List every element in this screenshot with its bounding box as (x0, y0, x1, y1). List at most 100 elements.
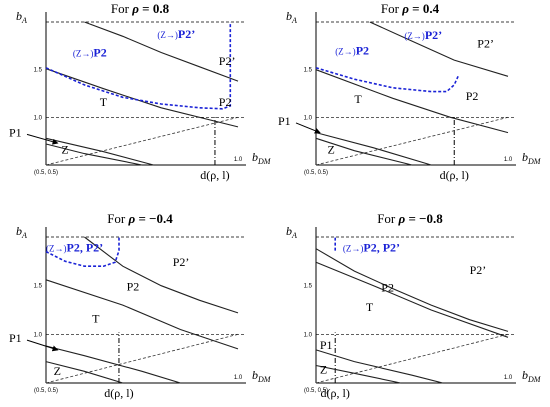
title-rho-value: = 0.4 (409, 1, 440, 16)
series-line (45, 361, 123, 384)
series-line (45, 68, 239, 128)
origin-label: (0.5, 0.5) (304, 170, 328, 176)
region-label: P2’ (470, 263, 487, 277)
p1-arrow (26, 339, 59, 352)
p1-label: P1 (320, 338, 333, 352)
title-rho: ρ (398, 211, 406, 226)
p1-arrow (295, 122, 321, 134)
title-prefix: For (381, 1, 402, 16)
series-line (45, 137, 154, 166)
d-threshold-label: d(ρ, l) (104, 386, 133, 400)
region-label: Z (320, 362, 327, 376)
title-rho: ρ (128, 211, 136, 226)
x-axis-label: bDM (252, 368, 272, 384)
region-label: Z (328, 143, 335, 157)
chart-panel: For ρ = −0.4 bA bDM 1.0 1.5 (0.5, 0.5) 1.0 d(ρ,… (9, 211, 272, 400)
x-axis-label: bDM (522, 368, 542, 384)
x-axis-label: bDM (522, 150, 542, 166)
region-label: Z (54, 364, 61, 378)
origin-label: (0.5, 0.5) (34, 388, 58, 394)
p1-label: P1 (9, 331, 22, 345)
series-line (45, 237, 120, 268)
y-axis-label: bA (16, 9, 27, 25)
region-label: P2’ (173, 255, 190, 269)
series-line (315, 116, 509, 166)
series-line (84, 21, 239, 82)
title-rho-value: = −0.4 (135, 211, 173, 226)
x-tick-label: 1.0 (234, 375, 243, 381)
p1-arrow (26, 133, 59, 145)
y-tick-label: 1.5 (34, 284, 43, 290)
series-line (315, 261, 509, 338)
title-rho-value: = −0.8 (405, 211, 443, 226)
x-tick-label: 1.0 (504, 375, 513, 381)
series-line (315, 69, 509, 134)
y-tick-label: 1.5 (34, 68, 43, 74)
x-tick-label: 1.0 (504, 157, 513, 163)
region-label: P2’ (477, 37, 494, 51)
region-label: P2 (219, 95, 232, 109)
origin-label: (0.5, 0.5) (304, 388, 328, 394)
y-axis-label: bA (16, 224, 27, 240)
title-rho: ρ (131, 1, 139, 16)
series-line (315, 364, 401, 384)
d-threshold-label: d(ρ, l) (440, 168, 469, 182)
series-line (45, 116, 239, 166)
blue-region-label: (Z→)P2, P2’ (343, 241, 400, 255)
y-axis-label: bA (286, 9, 297, 25)
origin-label: (0.5, 0.5) (34, 170, 58, 176)
title-prefix: For (107, 211, 128, 226)
series-line (315, 137, 413, 166)
series-line (315, 67, 459, 93)
region-label: P2 (381, 281, 394, 295)
chart-title: For ρ = −0.8 (377, 211, 443, 226)
p1-label: P1 (278, 114, 291, 128)
region-label: P2 (466, 89, 479, 103)
region-label: T (354, 92, 362, 106)
chart-panel: For ρ = −0.8 bA bDM 1.0 1.5 (0.5, 0.5) 1.0 d(ρ,… (286, 211, 542, 400)
chart-title: For ρ = 0.4 (381, 1, 440, 16)
region-label: P2 (127, 280, 140, 294)
y-tick-label: 1.0 (304, 332, 313, 338)
chart-panel: For ρ = 0.8 bA bDM 1.0 1.5 (0.5, 0.5) 1.0 d(ρ, … (9, 1, 272, 182)
x-axis-label: bDM (252, 150, 272, 166)
y-tick-label: 1.0 (34, 332, 43, 338)
title-rho-value: = 0.8 (139, 1, 170, 16)
title-prefix: For (111, 1, 132, 16)
chart-panel: For ρ = 0.4 bA bDM 1.0 1.5 (0.5, 0.5) 1.0 d(ρ, … (278, 1, 542, 182)
blue-region-label: (Z→)P2 (73, 45, 107, 59)
series-line (45, 279, 239, 350)
series-line (84, 236, 239, 314)
y-tick-label: 1.5 (304, 68, 313, 74)
series-line (315, 132, 432, 166)
series-line (369, 21, 509, 77)
y-axis-label: bA (286, 224, 297, 240)
region-label: T (366, 300, 374, 314)
title-prefix: For (377, 211, 398, 226)
d-threshold-label: d(ρ, l) (200, 168, 229, 182)
y-tick-label: 1.0 (34, 115, 43, 121)
d-threshold-label: d(ρ, l) (321, 386, 350, 400)
series-line (315, 333, 509, 384)
blue-region-label: (Z→)P2’ (404, 28, 442, 42)
region-label: T (100, 95, 108, 109)
region-label: T (92, 312, 100, 326)
blue-region-label: (Z→)P2’ (157, 27, 195, 41)
y-tick-label: 1.5 (304, 284, 313, 290)
series-line (315, 349, 443, 384)
series-line (315, 248, 509, 332)
chart-title: For ρ = −0.4 (107, 211, 173, 226)
region-label: Z (61, 143, 68, 157)
series-line (45, 345, 181, 384)
blue-region-label: (Z→)P2 (335, 43, 369, 57)
y-tick-label: 1.0 (304, 115, 313, 121)
title-rho: ρ (401, 1, 409, 16)
series-line (45, 143, 143, 166)
series-line (45, 22, 232, 110)
chart-title: For ρ = 0.8 (111, 1, 170, 16)
region-label: P2’ (219, 54, 236, 68)
p1-label: P1 (9, 125, 22, 139)
blue-region-label: (Z→)P2, P2’ (46, 241, 103, 255)
series-line (45, 333, 239, 384)
